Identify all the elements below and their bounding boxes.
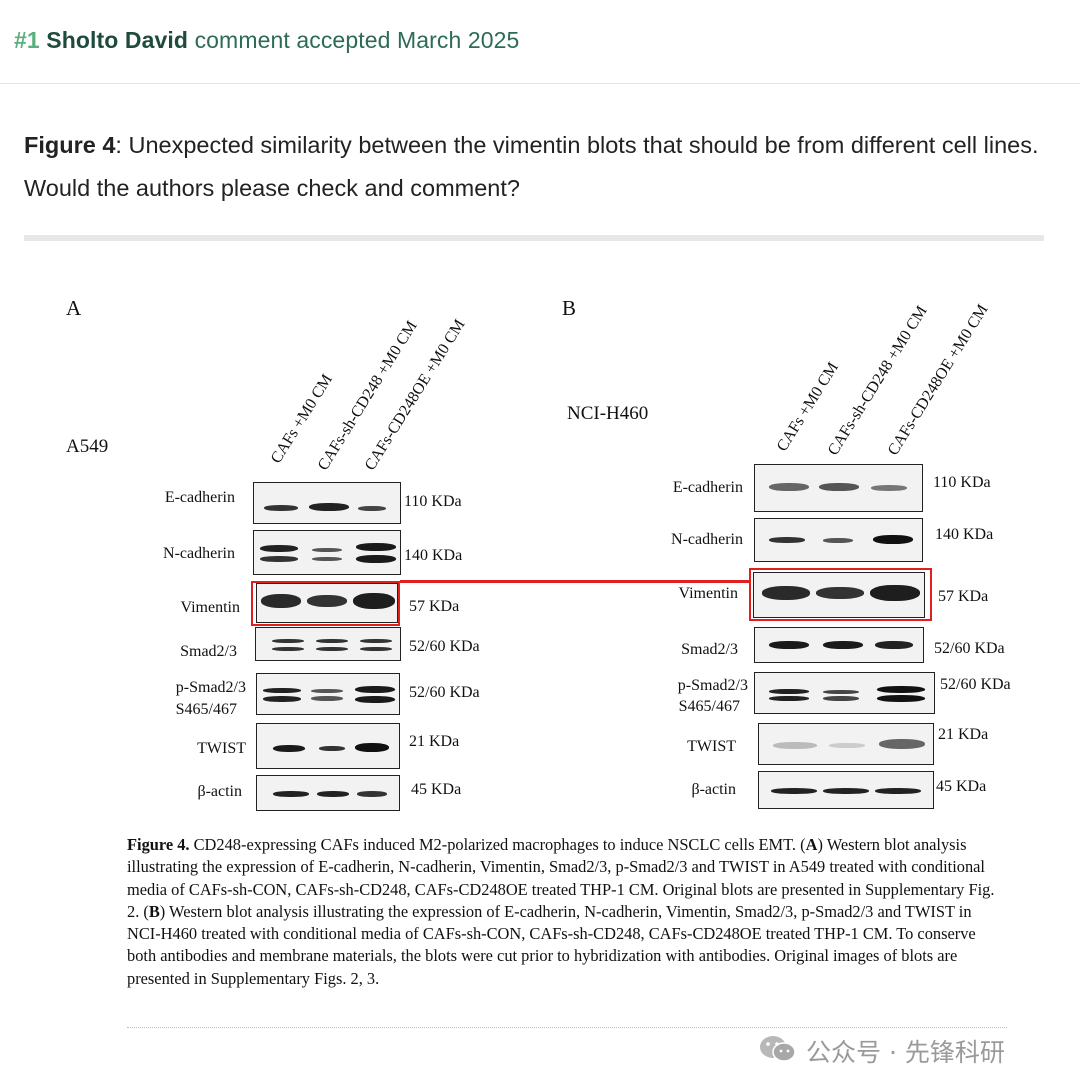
panel-b-label-psmad: p-Smad2/3 xyxy=(677,677,748,694)
panel-b-blot-vimentin xyxy=(753,572,925,618)
highlight-connector-line xyxy=(400,580,749,583)
panel-b-kda-ecadherin: 110 KDa xyxy=(933,474,991,491)
panel-b-blot-smad xyxy=(754,627,924,663)
panel-b-label-actin: β-actin xyxy=(691,781,736,798)
panel-b-blot-ncadherin xyxy=(754,518,923,562)
panel-b-label-twist: TWIST xyxy=(687,738,736,755)
figure-reference: Figure 4 xyxy=(24,132,116,158)
panel-a-kda-smad: 52/60 KDa xyxy=(409,638,480,655)
divider xyxy=(24,235,1044,241)
comment-body: Figure 4: Unexpected similarity between … xyxy=(24,124,1044,210)
panel-b-kda-vimentin: 57 KDa xyxy=(938,588,989,605)
caption-text-3: ) Western blot analysis illustrating the… xyxy=(127,901,976,988)
caption-text-1: CD248-expressing CAFs induced M2-polariz… xyxy=(189,835,806,854)
panel-a-cell-line: A549 xyxy=(66,436,109,457)
panel-b-kda-smad: 52/60 KDa xyxy=(934,640,1005,657)
panel-a-label-twist: TWIST xyxy=(197,740,246,757)
panel-b-lane-2: CAFs-sh-CD248 +M0 CM xyxy=(824,303,931,459)
panel-b-label-smad: Smad2/3 xyxy=(681,641,738,658)
panel-a-kda-ecadherin: 110 KDa xyxy=(404,493,462,510)
comment-author[interactable]: Sholto David xyxy=(46,27,189,53)
comment-header-line: #1 Sholto David comment accepted March 2… xyxy=(14,27,519,54)
panel-a-blot-ecadherin xyxy=(253,482,401,524)
figure-image: A A549 CAFs +M0 CM CAFs-sh-CD248 +M0 CM … xyxy=(0,241,1080,1091)
panel-a-label-psmad-site: S465/467 xyxy=(175,701,237,718)
panel-b-kda-psmad: 52/60 KDa xyxy=(940,676,1011,693)
panel-a-blot-ncadherin xyxy=(253,530,401,575)
panel-a-label-psmad: p-Smad2/3 xyxy=(175,679,246,696)
panel-b-blot-psmad xyxy=(754,672,935,714)
panel-b-label-ncadherin: N-cadherin xyxy=(671,531,743,548)
panel-b-blot-actin xyxy=(758,771,934,809)
panel-b-kda-actin: 45 KDa xyxy=(936,778,987,795)
panel-a-label-smad: Smad2/3 xyxy=(180,643,237,660)
comment-number[interactable]: #1 xyxy=(14,27,40,53)
figure-caption: Figure 4. CD248-expressing CAFs induced … xyxy=(127,834,1007,990)
panel-a-kda-ncadherin: 140 KDa xyxy=(404,547,463,564)
caption-a: A xyxy=(805,835,818,854)
panel-a-label-actin: β-actin xyxy=(197,783,242,800)
highlight-box-a-vimentin xyxy=(251,581,400,626)
panel-a-letter: A xyxy=(66,296,82,320)
panel-a-blot-vimentin xyxy=(256,583,398,623)
panel-b-kda-twist: 21 KDa xyxy=(938,726,989,743)
panel-b-label-vimentin: Vimentin xyxy=(678,585,738,602)
panel-a-label-vimentin: Vimentin xyxy=(180,599,240,616)
caption-b: B xyxy=(148,901,160,921)
panel-b-blot-ecadherin xyxy=(754,464,923,512)
comment-text: : Unexpected similarity between the vime… xyxy=(24,132,1039,201)
wechat-icon xyxy=(760,1036,796,1062)
panel-b-blot-twist xyxy=(758,723,934,765)
panel-a-blot-actin xyxy=(256,775,400,811)
panel-a-kda-actin: 45 KDa xyxy=(411,781,462,798)
comment-meta: comment accepted March 2025 xyxy=(194,27,520,53)
caption-lead: Figure 4. xyxy=(127,835,190,854)
comment-header: #1 Sholto David comment accepted March 2… xyxy=(0,0,1080,84)
panel-a-kda-twist: 21 KDa xyxy=(409,733,460,750)
panel-b-label-psmad-site: S465/467 xyxy=(678,698,740,715)
caption-text-2: ) Western blot analysis illustrating the… xyxy=(127,835,995,921)
panel-a-blot-twist xyxy=(256,723,400,769)
panel-a-kda-psmad: 52/60 KDa xyxy=(409,684,480,701)
panel-b-cell-line: NCI-H460 xyxy=(567,403,649,424)
panel-a-label-ecadherin: E-cadherin xyxy=(164,489,235,506)
panel-b-label-ecadherin: E-cadherin xyxy=(672,479,743,496)
panel-b-kda-ncadherin: 140 KDa xyxy=(935,526,994,543)
panel-a-blot-psmad xyxy=(256,673,400,715)
panel-b-letter: B xyxy=(562,296,577,320)
panel-a-blot-smad xyxy=(255,627,401,661)
panel-a-kda-vimentin: 57 KDa xyxy=(409,598,460,615)
panel-a-label-ncadherin: N-cadherin xyxy=(163,545,235,562)
watermark-text: 公众号 · 先锋科研 xyxy=(806,1038,1005,1067)
caption-separator xyxy=(127,1027,1007,1028)
highlight-box-b-vimentin xyxy=(749,568,932,621)
